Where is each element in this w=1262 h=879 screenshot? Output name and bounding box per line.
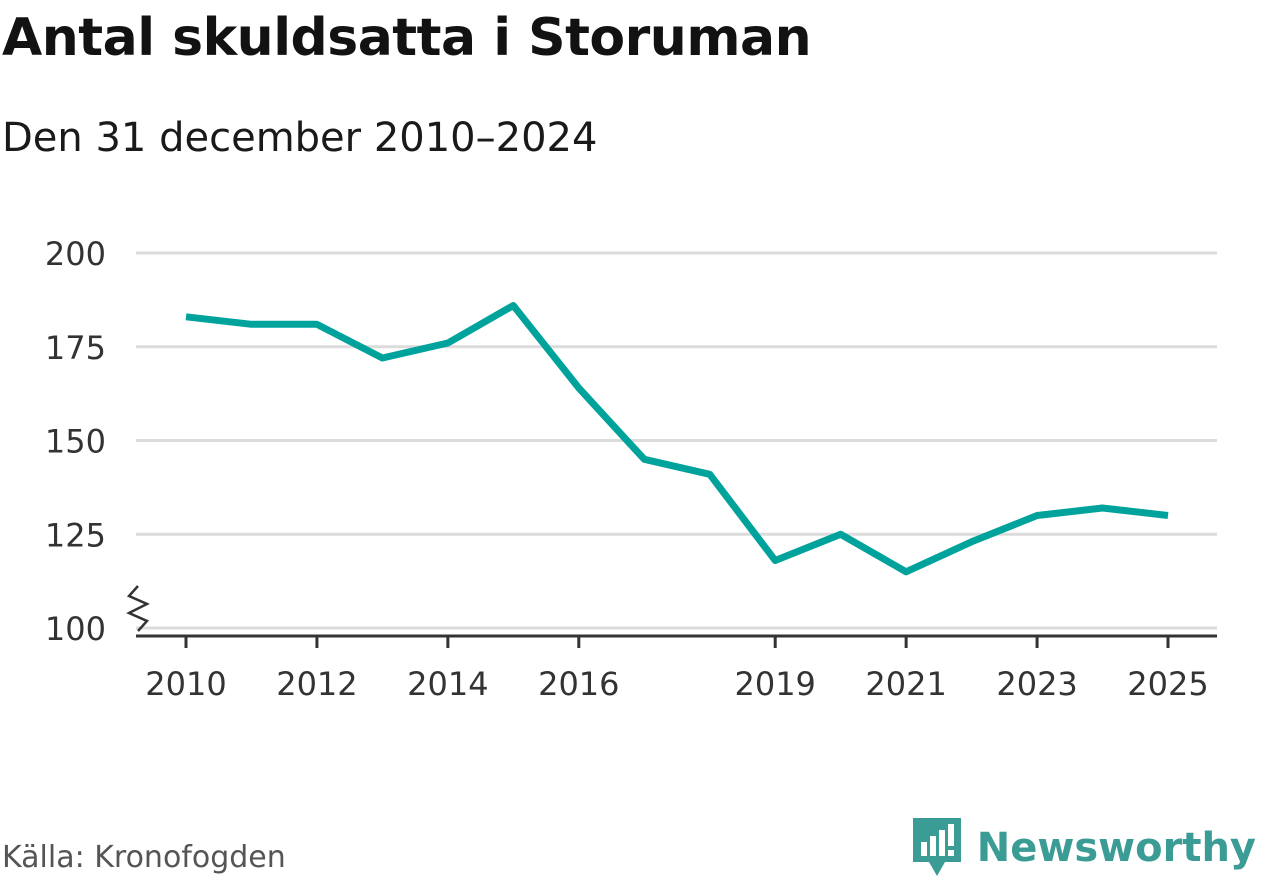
x-tick-label: 2025: [1127, 665, 1208, 703]
chart-subtitle: Den 31 december 2010–2024: [2, 115, 598, 161]
y-tick-label: 125: [45, 516, 106, 554]
brand-name: Newsworthy: [976, 825, 1256, 871]
bar-chart-bubble-icon: [912, 818, 961, 876]
x-tick-label: 2014: [407, 665, 488, 703]
source-note: Källa: Kronofogden: [2, 840, 286, 875]
x-tick-label: 2019: [734, 665, 815, 703]
y-tick-label: 175: [45, 329, 106, 367]
x-tick-label: 2023: [996, 665, 1077, 703]
x-tick-label: 2010: [145, 665, 226, 703]
x-tick-label: 2016: [538, 665, 619, 703]
newsworthy-logo: Newsworthy: [912, 818, 1256, 878]
line-chart: 100 125 150 175 200 2010 2012 2014 2016 2019 2021 2…: [45, 235, 1217, 703]
series-line: [185, 302, 1169, 576]
y-tick-label: 150: [45, 423, 106, 461]
x-tick-label: 2021: [865, 665, 946, 703]
chart-title: Antal skuldsatta i Storuman: [2, 8, 812, 68]
axis-break-mark: [126, 585, 150, 632]
x-tick-label: 2012: [276, 665, 357, 703]
y-tick-label: 100: [45, 610, 106, 648]
y-tick-label: 200: [45, 235, 106, 273]
